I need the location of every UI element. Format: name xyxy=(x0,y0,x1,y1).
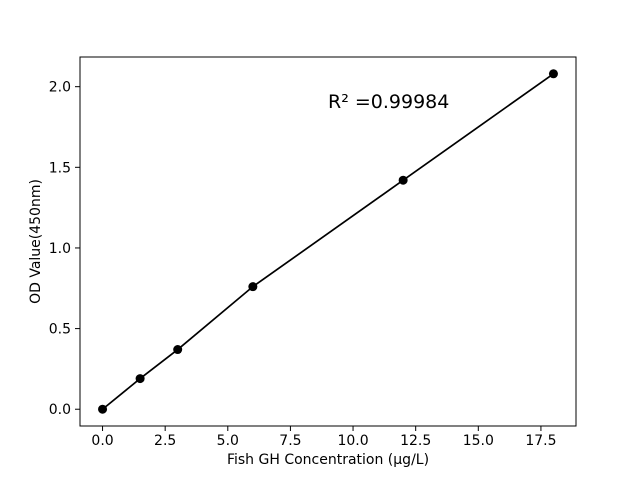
x-tick-label: 7.5 xyxy=(279,433,301,449)
data-point xyxy=(173,345,183,355)
x-tick-label: 2.5 xyxy=(154,433,176,449)
x-tick-label: 5.0 xyxy=(217,433,239,449)
axes-spines xyxy=(79,56,577,427)
x-tick-label: 15.0 xyxy=(463,433,494,449)
x-tick-label: 17.5 xyxy=(525,433,556,449)
x-tick-label: 12.5 xyxy=(400,433,431,449)
data-point xyxy=(135,374,145,384)
y-tick-label: 1.5 xyxy=(49,160,71,176)
y-axis-label: OD Value(450nm) xyxy=(28,179,44,304)
x-axis-label: Fish GH Concentration (µg/L) xyxy=(227,452,429,468)
data-point xyxy=(548,69,558,79)
series-line xyxy=(101,72,555,411)
y-tick-label: 1.0 xyxy=(49,241,71,257)
data-point xyxy=(398,175,408,185)
y-tick-label: 0.0 xyxy=(49,402,71,418)
plot-area xyxy=(80,57,576,426)
data-point xyxy=(98,404,108,414)
y-tick-label: 2.0 xyxy=(49,80,71,96)
data-point xyxy=(248,282,258,292)
data-series xyxy=(98,69,558,414)
x-tick-label: 10.0 xyxy=(337,433,368,449)
x-axis-ticks: 0.0 2.5 5.0 7.5 10.0 12.5 15.0 17.5 xyxy=(91,426,557,449)
y-axis-ticks: 0.0 0.5 1.0 1.5 2.0 xyxy=(49,80,80,418)
r-squared-annotation: R² =0.99984 xyxy=(328,91,449,113)
x-tick-label: 0.0 xyxy=(91,433,113,449)
y-tick-label: 0.5 xyxy=(49,322,71,338)
